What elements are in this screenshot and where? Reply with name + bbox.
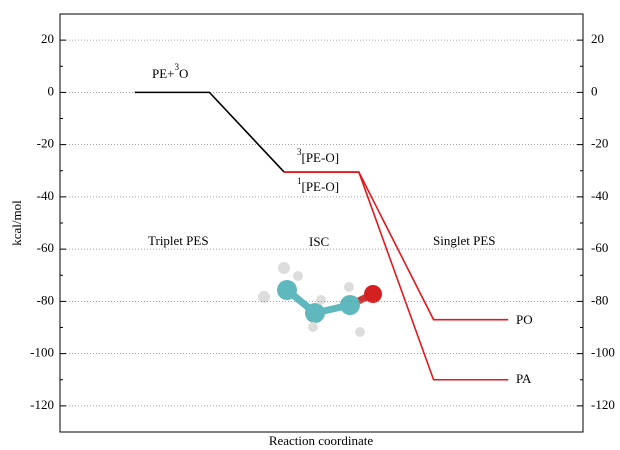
annotation: ISC	[309, 234, 329, 249]
annotation: 1[PE-O]	[297, 176, 339, 194]
annotation: 3[PE-O]	[297, 147, 339, 165]
molecule	[258, 262, 382, 337]
y2-tick-label: 0	[591, 83, 598, 98]
y2-tick-label: 20	[591, 31, 604, 46]
y2-tick-label: -120	[591, 397, 615, 412]
y2-tick-label: -40	[591, 188, 608, 203]
plot-frame	[59, 13, 584, 433]
annotation: Singlet PES	[433, 233, 496, 248]
y2-tick-label: -60	[591, 240, 608, 255]
annotation: PA	[516, 371, 532, 386]
y2-tick-label: -20	[591, 136, 608, 151]
y-tick-label: -80	[37, 292, 54, 307]
y-tick-label: -60	[37, 240, 54, 255]
x-axis-label: Reaction coordinate	[269, 433, 374, 448]
annotation-part: 1	[297, 176, 302, 186]
annotation-part: [PE-O]	[302, 150, 340, 165]
annotation-part: 3	[175, 62, 180, 72]
y-tick-label: -20	[37, 136, 54, 151]
y2-tick-label: -80	[591, 292, 608, 307]
y2-tick-label: -100	[591, 345, 615, 360]
annotation-part: 3	[297, 147, 302, 157]
y-tick-label: 20	[41, 31, 54, 46]
annotation: Triplet PES	[148, 233, 209, 248]
y-tick-label: -100	[30, 345, 54, 360]
annotation: PE+3O	[152, 62, 188, 81]
series-line	[284, 171, 509, 381]
annotation-part: PE+	[152, 66, 175, 81]
annotation-part: O	[179, 66, 188, 81]
series-line	[134, 91, 285, 173]
annotation-part: [PE-O]	[302, 179, 340, 194]
y-axis-label: kcal/mol	[9, 200, 24, 246]
y-tick-label: 0	[48, 83, 55, 98]
y-tick-label: -40	[37, 188, 54, 203]
y-tick-label: -120	[30, 397, 54, 412]
annotation: PO	[516, 312, 533, 327]
